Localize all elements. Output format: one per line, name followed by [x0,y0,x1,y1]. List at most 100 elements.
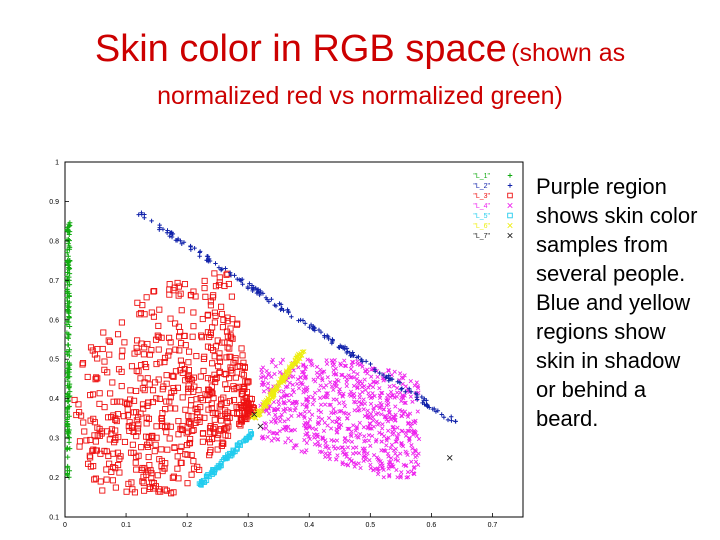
point [108,468,115,475]
point [416,386,421,391]
point [291,374,296,379]
point [267,429,272,434]
point [240,282,245,287]
legend-label: "L_5" [473,213,490,220]
point [65,303,71,309]
point [179,394,186,401]
point [65,399,71,405]
x-tick-label: 0.7 [488,522,498,529]
point [111,439,118,446]
point [146,351,154,358]
point [325,375,330,380]
point [331,444,336,449]
point [197,404,204,411]
point [118,319,125,326]
point [224,344,231,351]
point [245,284,251,290]
point [352,395,357,400]
point [288,438,294,443]
point [343,435,348,441]
point [353,400,358,405]
point [331,397,336,402]
point [344,454,349,460]
point [185,382,192,389]
point [375,374,380,379]
point [65,434,71,440]
point [449,418,454,423]
point [107,390,114,397]
point [374,455,380,460]
point [391,427,397,432]
point [103,448,110,455]
point [117,453,124,460]
point [310,412,315,417]
point [331,387,336,393]
point [163,398,170,405]
point [289,413,294,419]
point [250,414,256,420]
point [296,351,301,357]
point [166,398,173,405]
point [115,462,122,469]
point [251,411,258,418]
point [330,419,335,424]
point [283,406,288,411]
point [404,450,409,455]
point [168,389,175,396]
point [399,429,404,434]
point [179,426,186,434]
point [204,311,212,318]
point [319,376,325,381]
point [384,443,389,448]
point [86,452,93,459]
point [315,434,320,439]
point [374,419,379,424]
point [156,456,163,463]
point [133,367,140,374]
y-tick-label: 1 [55,160,59,167]
point [375,379,380,385]
x-tick-label: 0.3 [243,522,253,529]
point [266,299,272,304]
point [127,396,134,403]
point [274,416,280,421]
point [318,395,323,401]
legend-marker [507,222,513,229]
point [409,421,414,426]
point [133,387,140,395]
point [413,447,418,453]
point [204,375,211,382]
point [199,397,206,404]
point [201,285,208,292]
point [237,415,244,422]
point [142,433,150,440]
point [224,455,229,460]
point [351,460,356,465]
point [324,358,329,363]
point [206,333,213,341]
point [398,371,403,376]
point [116,469,123,476]
point [93,374,100,381]
point [165,228,170,233]
point [66,384,72,390]
point [140,473,147,480]
point [361,397,366,402]
point [109,379,116,386]
point [216,274,223,281]
scatter-plot: 0 0.1 0.2 0.3 0.4 0.5 0.6 0.7 0.1 0.2 0.3 0.4 0.5 0.6… [49,160,524,529]
point [184,441,191,449]
point [196,466,203,474]
point [351,360,356,365]
point [226,375,233,382]
point [293,405,298,410]
point [67,271,73,277]
point [277,301,282,306]
point [114,331,122,338]
point [245,406,252,413]
point [219,324,226,331]
point [322,369,327,374]
point [425,404,430,409]
point [167,423,174,430]
legend-label: "L_1" [473,173,490,180]
